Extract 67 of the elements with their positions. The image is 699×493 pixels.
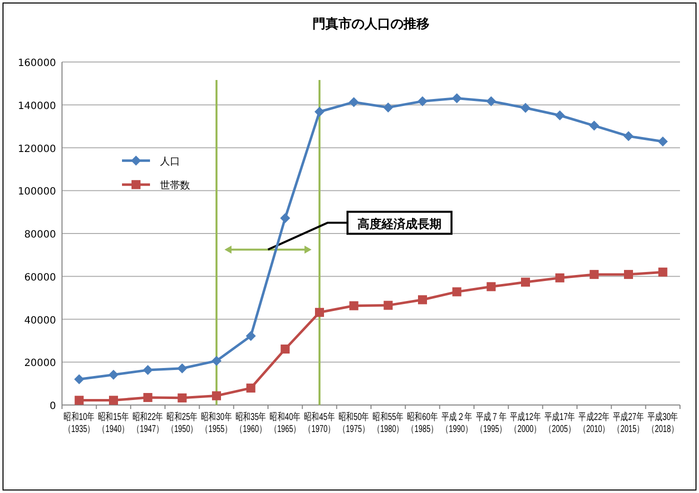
x-tick-label: 平成22年（2010）: [578, 410, 610, 434]
x-tick-label: 平成17年（2005）: [544, 410, 576, 434]
point: [486, 282, 496, 292]
point: [384, 300, 393, 310]
point: [315, 308, 324, 317]
point: [348, 97, 359, 108]
point: [521, 278, 530, 287]
y-tick-label: 100000: [18, 186, 56, 198]
chart-title: 門真市の人口の推移: [312, 16, 430, 32]
point: [177, 363, 188, 374]
x-tick-label: 昭和35年（1960）: [235, 410, 266, 434]
y-tick-label: 60000: [24, 272, 56, 284]
point: [109, 396, 118, 405]
point: [590, 270, 599, 279]
x-tick-label: 昭和30年（1955）: [201, 410, 232, 434]
y-tick-label: 40000: [24, 315, 56, 326]
point: [658, 136, 668, 147]
x-tick-label: 平成27年（2015）: [613, 410, 644, 434]
point: [74, 396, 84, 405]
y-tick-label: 20000: [24, 358, 56, 370]
point: [74, 374, 84, 384]
x-tick-label: 昭和60年（1985）: [407, 410, 438, 434]
point: [452, 287, 462, 296]
point: [383, 102, 394, 112]
x-tick-label: 昭和55年（1980）: [372, 410, 404, 434]
y-tick-label: 160000: [18, 58, 56, 69]
point: [280, 344, 290, 354]
y-tick-label: 80000: [24, 230, 56, 240]
point: [314, 106, 324, 117]
x-tick-label: 昭和15年（1940）: [98, 410, 129, 434]
point: [589, 120, 600, 131]
y-tick-label: 0: [50, 401, 56, 412]
x-tick-label: 昭和45年（1970）: [304, 410, 335, 434]
point: [624, 270, 633, 279]
x-tick-label: 平成12年（2000）: [510, 410, 541, 434]
legend-label: 人口: [160, 156, 180, 168]
point: [349, 301, 358, 310]
point: [246, 384, 256, 393]
point: [142, 365, 153, 376]
x-tick-label: 昭和10年（1935）: [64, 410, 95, 434]
x-tick-label: 昭和22年（1947）: [132, 410, 164, 434]
x-tick-label: 昭和50年（1975）: [338, 410, 370, 434]
x-tick-label: 昭和40年（1965）: [270, 410, 301, 434]
point: [178, 393, 187, 402]
y-tick-label: 120000: [18, 144, 56, 155]
point: [554, 110, 565, 120]
point: [486, 96, 496, 106]
point: [658, 268, 668, 277]
point: [418, 295, 427, 304]
point: [418, 96, 428, 106]
point: [212, 356, 222, 366]
point: [555, 273, 564, 282]
x-tick-label: 平成２年（1990）: [441, 410, 472, 434]
point: [108, 370, 118, 380]
point: [452, 93, 462, 104]
x-tick-label: 平成30年（2018）: [647, 410, 678, 434]
y-tick-label: 140000: [18, 100, 56, 112]
annotation: 高度経済成長期: [358, 216, 442, 231]
point: [143, 392, 152, 402]
point: [246, 330, 256, 341]
point: [212, 391, 221, 400]
x-tick-label: 平成７年（1995）: [476, 410, 507, 434]
legend-label: 世帯数: [160, 180, 190, 192]
x-tick-label: 昭和25年（1950）: [166, 410, 198, 434]
point: [624, 131, 634, 142]
point: [280, 213, 290, 224]
point: [520, 102, 530, 113]
